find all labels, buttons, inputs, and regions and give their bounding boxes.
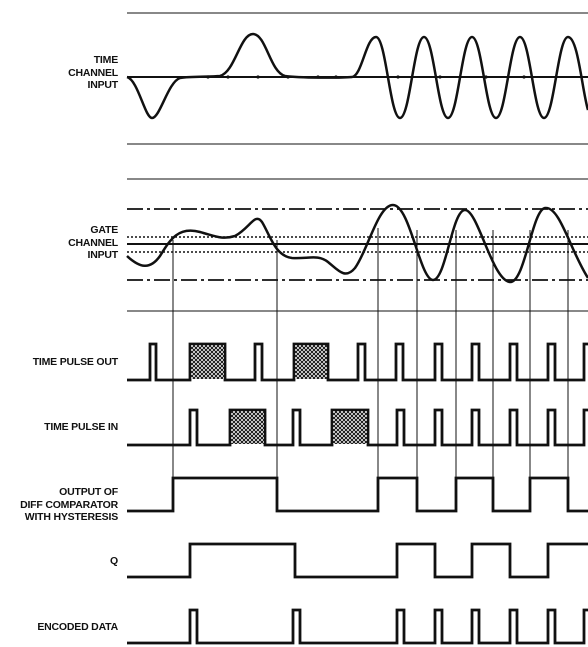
time-pulse-in-waveform [127,408,588,447]
time-pulse-out-hatched-block-2 [295,345,327,379]
time-channel-waveform [126,32,588,120]
time-channel-input-label: TIME CHANNEL INPUT [0,54,118,92]
timing-marker-lines [172,228,569,480]
q-label-text: Q [110,555,118,567]
gate-channel-label-line-2: CHANNEL [68,236,118,249]
diff-comparator-label-line-2: DIFF COMPARATOR [20,498,118,511]
gate-channel-label-line-1: GATE [90,224,118,236]
encoded-data-label-text: ENCODED DATA [37,621,118,633]
time-pulse-out-hatched-block-1 [191,345,224,379]
time-channel-label-line-2: CHANNEL [68,66,118,79]
encoded-data-label: ENCODED DATA [0,621,118,634]
diff-comparator-output-waveform [127,476,588,513]
gate-channel-input-label: GATE CHANNEL INPUT [0,224,118,262]
time-pulse-in-hatched-block-2 [333,411,367,444]
time-channel-label-line-3: INPUT [87,79,118,91]
time-pulse-in-hatched-block-1 [231,411,264,444]
time-pulse-out-label-text: TIME PULSE OUT [32,356,118,368]
gate-channel-waveform [126,203,588,284]
diff-comparator-output-label: OUTPUT OF DIFF COMPARATOR WITH HYSTERESI… [0,486,118,524]
time-pulse-in-label: TIME PULSE IN [0,421,118,434]
q-waveform [127,542,588,579]
diff-comparator-label-line-1: OUTPUT OF [59,486,118,498]
time-pulse-out-waveform [127,342,588,382]
time-pulse-out-label: TIME PULSE OUT [0,356,118,369]
gate-channel-label-line-3: INPUT [87,249,118,261]
encoded-data-waveform [127,608,588,645]
diff-comparator-label-line-3: WITH HYSTERESIS [24,511,118,523]
time-pulse-in-label-text: TIME PULSE IN [44,421,118,433]
time-channel-label-line-1: TIME [93,54,118,66]
q-label: Q [0,555,118,568]
